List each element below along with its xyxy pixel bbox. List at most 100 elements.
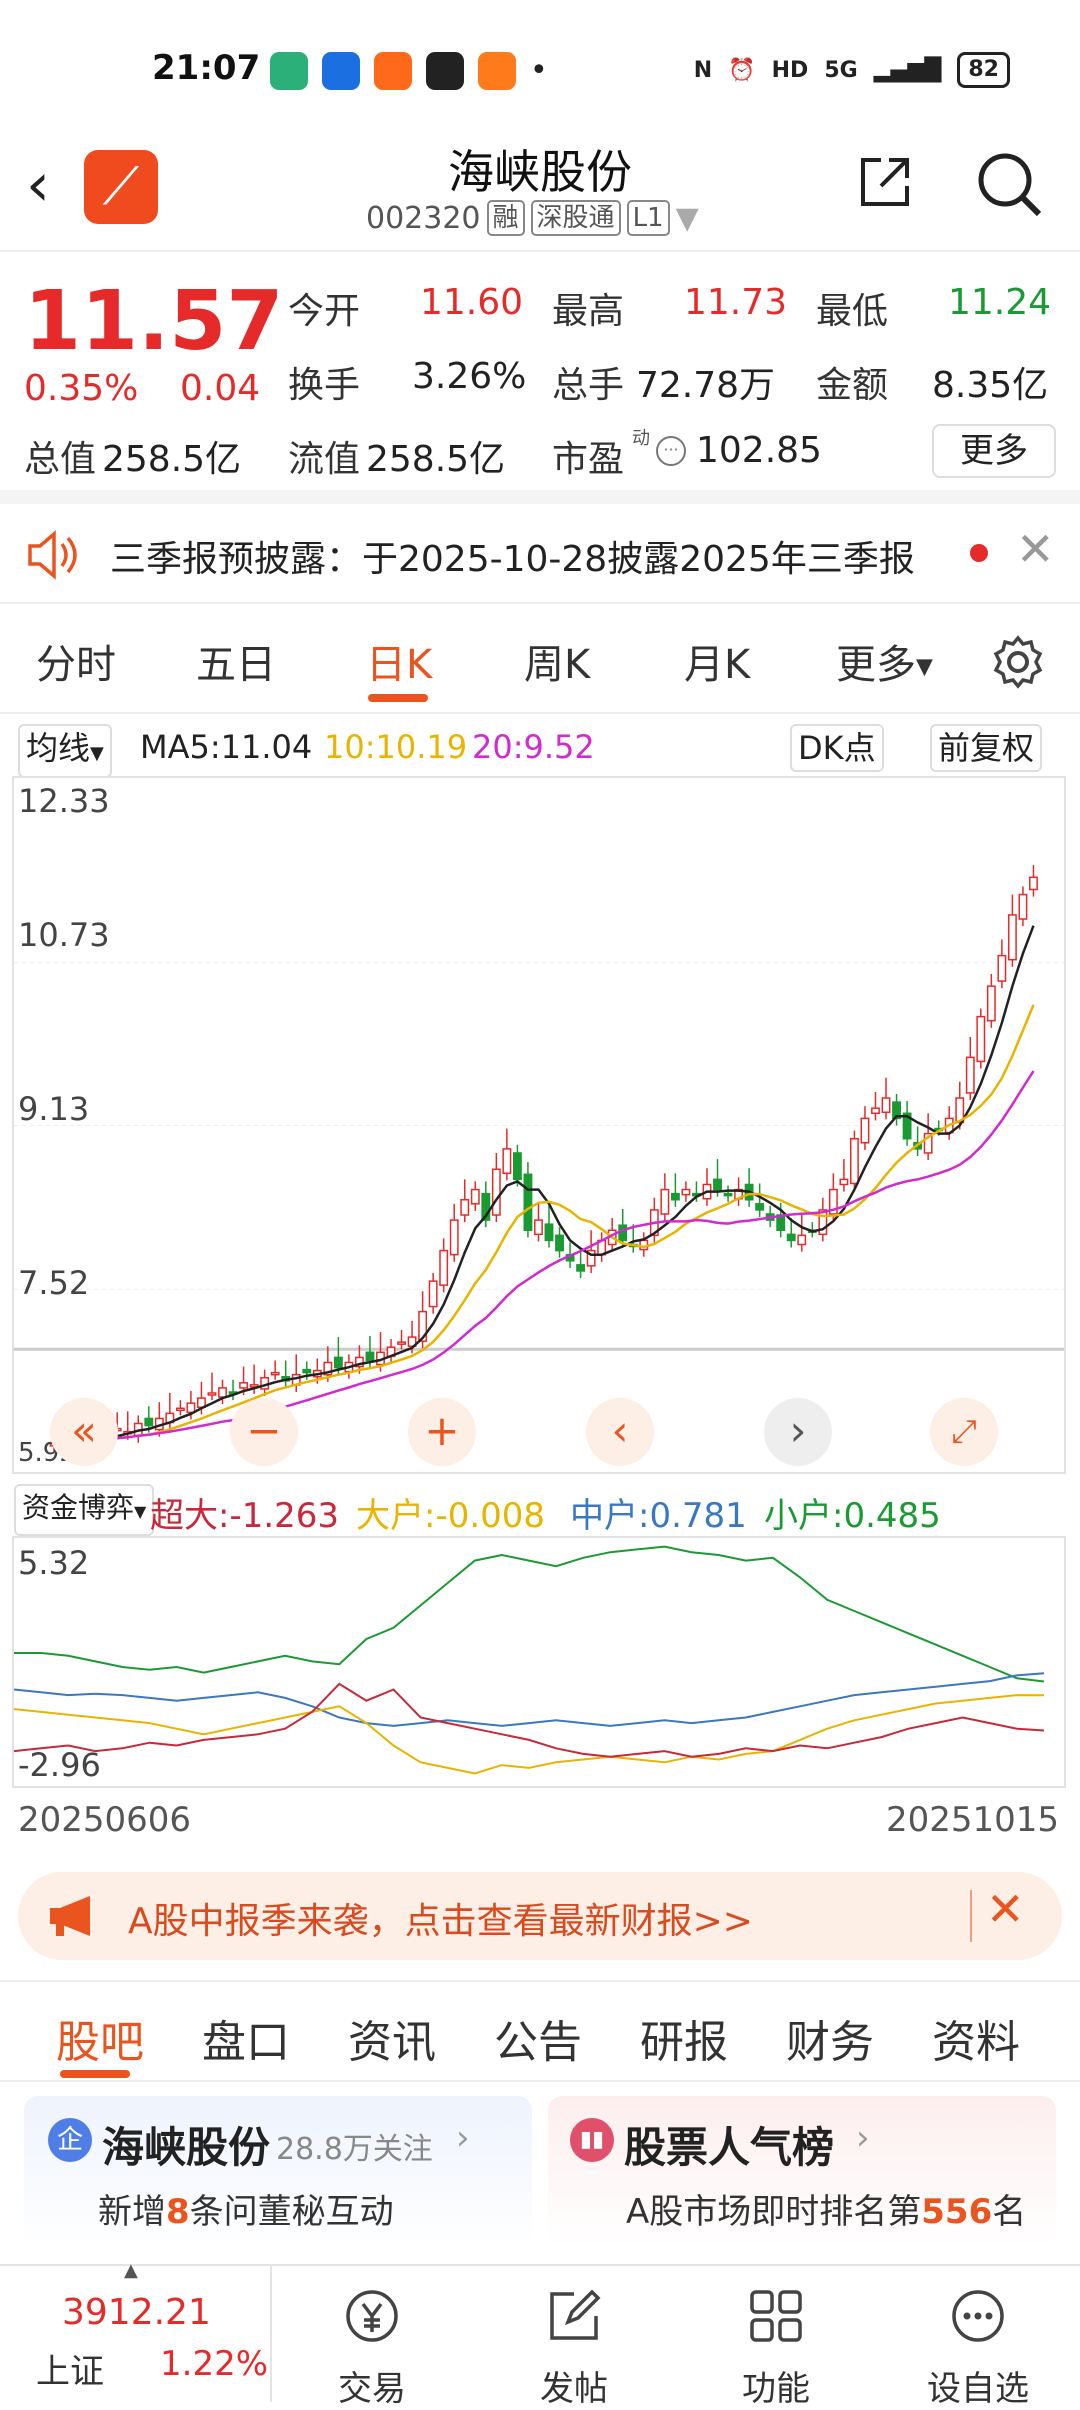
- fund-selector[interactable]: 资金博弈▼: [14, 1484, 155, 1536]
- more-button[interactable]: 更多: [932, 424, 1056, 478]
- ma5-line: [53, 925, 1035, 1446]
- low-value: 11.24: [948, 282, 1052, 323]
- close-icon[interactable]: ✕: [1016, 522, 1055, 576]
- candle-body: [586, 1249, 596, 1267]
- candle-body: [365, 1351, 375, 1362]
- tab-research[interactable]: 研报: [640, 2017, 728, 2068]
- y-label-3: 9.13: [18, 1090, 90, 1128]
- tab-daily-k[interactable]: 日K: [366, 642, 433, 688]
- pe-info-icon[interactable]: ···: [656, 436, 686, 466]
- candle-body: [818, 1209, 828, 1236]
- quote-panel: 11.57 0.35% 0.04 今开 11.60 最高 11.73 最低 11…: [0, 252, 1080, 504]
- candle-body: [418, 1310, 428, 1342]
- add-watchlist-button[interactable]: 设自选: [908, 2286, 1048, 2410]
- scroll-right-icon[interactable]: ›: [764, 1398, 832, 1466]
- tab-profile[interactable]: 资料: [932, 2017, 1020, 2068]
- status-time: 21:07: [152, 48, 261, 88]
- fund-small-line: [14, 1545, 1045, 1683]
- tab-announcements[interactable]: 公告: [494, 2017, 582, 2068]
- active-tab-indicator: [60, 2070, 130, 2078]
- candle-body: [955, 1097, 965, 1124]
- index-ticker[interactable]: ▲ 3912.21 上证 1.22%: [0, 2260, 270, 2402]
- fund-y-bottom: -2.96: [18, 1746, 101, 1784]
- candle-body: [923, 1132, 933, 1154]
- fund-flow-chart[interactable]: 5.32 -2.96: [12, 1536, 1066, 1788]
- trade-button[interactable]: 交易: [302, 2286, 442, 2410]
- fund-large-value: 大户:-0.008: [356, 1496, 546, 1536]
- forum-card[interactable]: 企 海峡股份 28.8万关注 › 新增8条问董秘互动: [24, 2096, 532, 2246]
- close-icon[interactable]: ✕: [986, 1882, 1025, 1936]
- fullscreen-icon[interactable]: ⤢: [930, 1398, 998, 1466]
- divider: [270, 2266, 272, 2402]
- info-cards: 企 海峡股份 28.8万关注 › 新增8条问董秘互动 ▮▮ 股票人气榜 › A股…: [0, 2084, 1080, 2264]
- candle-body: [786, 1233, 796, 1242]
- fund-super-line: [14, 1682, 1045, 1758]
- share-icon[interactable]: [855, 152, 915, 212]
- candle-body: [723, 1192, 733, 1197]
- fund-medium-value: 中户:0.781: [570, 1496, 747, 1536]
- adjust-button[interactable]: 前复权: [930, 724, 1043, 772]
- change-amount: 0.04: [180, 368, 261, 409]
- scroll-far-left-icon[interactable]: «: [50, 1398, 118, 1466]
- post-label: 发帖: [540, 2369, 608, 2409]
- fund-selector-label: 资金博弈: [22, 1491, 135, 1524]
- tab-more-label: 更多: [836, 642, 916, 688]
- notice-text: 三季报预披露：于2025-10-28披露2025年三季报: [110, 539, 915, 580]
- functions-button[interactable]: 功能: [706, 2286, 846, 2410]
- report-banner[interactable]: A股中报季来袭，点击查看最新财报>> ✕: [18, 1872, 1062, 1960]
- tag-margin: 融: [486, 200, 525, 236]
- ma-selector[interactable]: 均线▼: [18, 724, 112, 778]
- caret-up-icon: ▲: [124, 2260, 138, 2281]
- tag-connect: 深股通: [530, 200, 621, 236]
- stock-code-row[interactable]: 002320 融 深股通 L1 ▼: [366, 200, 699, 236]
- candle-body: [302, 1368, 312, 1374]
- chevron-right-icon: ›: [456, 2118, 470, 2158]
- sub-suffix: 名: [992, 2192, 1027, 2232]
- period-tabs: 分时 五日 日K 周K 月K 更多▼: [0, 604, 1080, 714]
- tab-monthly-k[interactable]: 月K: [684, 642, 751, 688]
- end-date: 20251015: [886, 1800, 1060, 1840]
- turnover-value: 3.26%: [412, 356, 527, 397]
- megaphone-icon: [50, 1896, 90, 1936]
- fund-medium-line: [14, 1672, 1045, 1727]
- tab-intraday[interactable]: 分时: [36, 642, 116, 688]
- y-label-top: 12.33: [18, 782, 110, 820]
- caret-down-icon: ▼: [90, 743, 104, 764]
- tab-news[interactable]: 资讯: [348, 2017, 436, 2068]
- zoom-out-icon[interactable]: −: [230, 1398, 298, 1466]
- tab-financials[interactable]: 财务: [786, 2017, 874, 2068]
- popularity-card[interactable]: ▮▮ 股票人气榜 › A股市场即时排名第556名: [548, 2096, 1056, 2246]
- zoom-in-icon[interactable]: +: [408, 1398, 476, 1466]
- ma5-value: MA5:11.04: [140, 728, 313, 766]
- functions-label: 功能: [742, 2369, 810, 2409]
- start-date: 20250606: [18, 1800, 192, 1840]
- candle-body: [239, 1382, 249, 1389]
- notice-bar[interactable]: 三季报预披露：于2025-10-28披露2025年三季报 ✕: [0, 504, 1080, 604]
- dk-button[interactable]: DK点: [790, 724, 884, 772]
- tab-orderbook[interactable]: 盘口: [202, 2017, 290, 2068]
- company-icon: 企: [48, 2118, 92, 2162]
- candle-body: [976, 1015, 986, 1063]
- tab-five-day[interactable]: 五日: [196, 642, 276, 688]
- scroll-left-icon[interactable]: ‹: [586, 1398, 654, 1466]
- tab-more[interactable]: 更多▼: [836, 632, 933, 690]
- change-percent: 0.35%: [24, 368, 139, 409]
- back-icon[interactable]: ‹: [26, 150, 50, 220]
- kline-chart[interactable]: 12.33 10.73 9.13 7.52 5.92 « − + ‹ › ⤢: [12, 776, 1066, 1474]
- nav-bar: ‹ ⟋ 海峡股份 002320 融 深股通 L1 ▼: [0, 130, 1080, 252]
- gear-icon[interactable]: [990, 634, 1046, 690]
- search-icon[interactable]: [975, 150, 1045, 220]
- tab-weekly-k[interactable]: 周K: [524, 642, 591, 688]
- banner-divider: [970, 1890, 972, 1942]
- y-label-4: 7.52: [18, 1264, 90, 1302]
- popularity-card-title: 股票人气榜: [624, 2123, 835, 2172]
- candle-body: [249, 1384, 259, 1388]
- float-cap-label: 流值: [288, 439, 361, 480]
- tab-forum[interactable]: 股吧: [56, 2017, 144, 2068]
- candle-body: [460, 1198, 470, 1216]
- post-button[interactable]: 发帖: [504, 2286, 644, 2410]
- tag-level: L1: [626, 200, 670, 236]
- candle-body: [555, 1234, 564, 1252]
- stock-app-logo: ⟋: [84, 150, 158, 224]
- candle-body: [491, 1168, 501, 1216]
